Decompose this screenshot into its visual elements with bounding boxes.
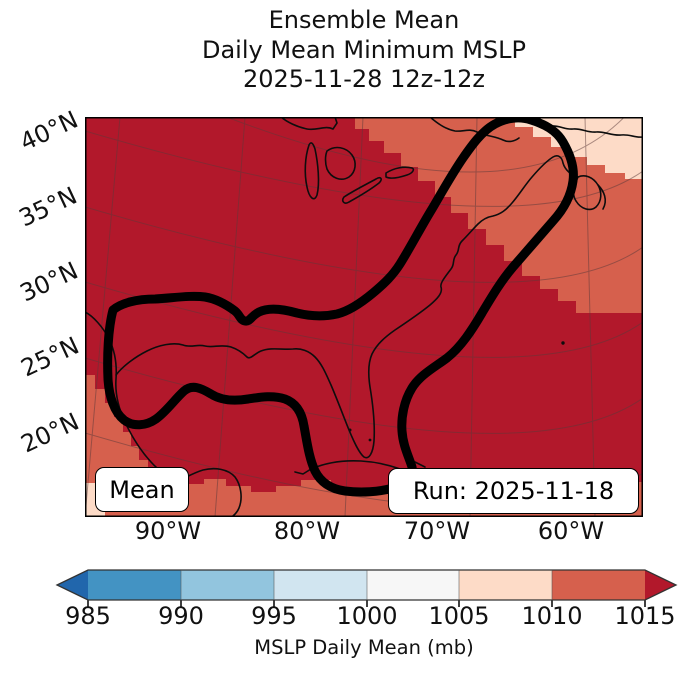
colorbar-tick-1005: 1005 [428, 602, 490, 630]
meridian-80w [344, 117, 364, 517]
lake-huron [324, 146, 356, 180]
mean-annotation-box: Mean [95, 467, 189, 512]
colorbar-tick-990: 990 [158, 602, 204, 630]
fill-1010-1015-south [85, 375, 643, 517]
colorbar [55, 569, 678, 607]
colorbar-segment-dividers [180, 570, 553, 600]
colorbar-segment-990-995 [181, 570, 274, 600]
lake-michigan [304, 142, 320, 200]
lake-superior [280, 117, 338, 131]
lat-label-40n: 40°N [15, 105, 83, 157]
island-dot-1 [348, 428, 352, 432]
lat-label-30n: 30°N [15, 256, 83, 308]
coast-us-gulf-atlantic [115, 155, 579, 459]
colorbar-segment-995-1000 [274, 570, 367, 600]
map-canvas [85, 117, 643, 517]
meridian-90w [214, 117, 246, 517]
lat-label-35n: 35°N [14, 181, 82, 233]
ensemble-contour [103, 117, 578, 497]
parallel-45n [225, 117, 625, 173]
run-annotation-text: Run: 2025-11-18 [412, 477, 615, 505]
colorbar-tick-1010: 1010 [521, 602, 583, 630]
colorbar-segment-1000-1005 [367, 570, 459, 600]
colorbar-title: MSLP Daily Mean (mb) [254, 636, 474, 659]
coast-cape-breton [597, 184, 606, 210]
colorbar-segment-1005-1010 [459, 570, 552, 600]
parallel-30n [85, 281, 643, 358]
lat-label-25n: 25°N [16, 331, 84, 383]
title-line-2: Daily Mean Minimum MSLP [201, 35, 526, 64]
colorbar-tick-995: 995 [251, 602, 297, 630]
lon-label-60w: 60°W [537, 517, 605, 545]
colorbar-ticks [87, 600, 646, 607]
lon-label-80w: 80°W [273, 517, 341, 545]
lon-label-70w: 70°W [403, 517, 471, 545]
coast-yucatan [177, 467, 242, 517]
lat-label-20n: 20°N [16, 407, 84, 459]
meridian-100w [85, 117, 121, 517]
island-bermuda [561, 341, 565, 345]
axes-spine [85, 117, 643, 517]
meridian-70w [469, 117, 478, 517]
colorbar-segment-1010-1015 [552, 570, 645, 600]
map-axes [85, 117, 643, 517]
colorbar-arrow-high [645, 570, 676, 600]
coast-cuba-west-hook [294, 468, 312, 475]
colorbar-tick-1000: 1000 [336, 602, 398, 630]
parallel-35n [85, 206, 643, 283]
title-line-3: 2025-11-28 12z-12z [242, 65, 486, 93]
chart-title: Ensemble Mean Daily Mean Minimum MSLP 20… [85, 6, 643, 95]
coast-st-lawrence-south [429, 117, 520, 143]
island-dot-2 [368, 438, 372, 442]
colorbar-arrow-low [57, 570, 88, 600]
colorbar-outline [55, 569, 678, 601]
colorbar-tick-985: 985 [65, 602, 111, 630]
mean-annotation-text: Mean [109, 475, 175, 504]
colorbar-segment-985-990 [88, 570, 181, 600]
run-annotation-box: Run: 2025-11-18 [388, 468, 639, 514]
lon-label-90w: 90°W [134, 517, 202, 545]
lake-erie [342, 177, 382, 204]
fill-1005-1010-northeast [515, 117, 643, 179]
meridian-60w [584, 117, 596, 517]
lake-ontario [385, 166, 415, 179]
title-line-1: Ensemble Mean [268, 6, 460, 34]
colorbar-tick-1015: 1015 [614, 602, 676, 630]
